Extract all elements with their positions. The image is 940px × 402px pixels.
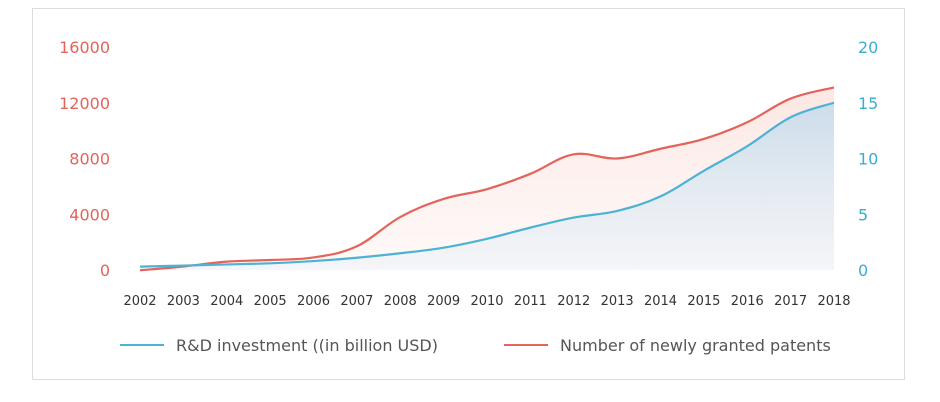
- legend-item-rd-investment: R&D investment ((in billion USD): [120, 334, 438, 356]
- x-tick-label: 2017: [774, 294, 807, 309]
- x-tick-label: 2006: [297, 294, 330, 309]
- x-tick-label: 2010: [470, 294, 503, 309]
- y-left-tick-label: 12000: [59, 94, 110, 113]
- line-rd-investment: [139, 101, 835, 268]
- x-tick-label: 2016: [731, 294, 764, 309]
- y-right-tick-label: 15: [858, 94, 878, 113]
- x-tick-label: 2008: [384, 294, 417, 309]
- legend-swatch-rd-investment: [120, 344, 164, 346]
- x-tick-label: 2011: [514, 294, 547, 309]
- area-rd-investment: [140, 102, 834, 270]
- y-right-tick-label: 10: [858, 150, 878, 169]
- line-patents: [139, 86, 835, 272]
- x-tick-label: 2002: [123, 294, 156, 309]
- y-right-tick-label: 5: [858, 205, 868, 224]
- y-right-tick-label: 0: [858, 261, 868, 280]
- y-left-tick-label: 4000: [69, 205, 110, 224]
- x-tick-label: 2018: [817, 294, 850, 309]
- x-tick-label: 2009: [427, 294, 460, 309]
- x-tick-label: 2014: [644, 294, 677, 309]
- x-tick-label: 2004: [210, 294, 243, 309]
- x-tick-label: 2015: [687, 294, 720, 309]
- x-tick-label: 2007: [340, 294, 373, 309]
- y-right-tick-label: 20: [858, 38, 878, 57]
- x-tick-label: 2005: [254, 294, 287, 309]
- y-left-tick-label: 16000: [59, 38, 110, 57]
- y-left-tick-label: 8000: [69, 150, 110, 169]
- legend-label-rd-investment: R&D investment ((in billion USD): [176, 335, 438, 355]
- y-left-tick-label: 0: [100, 261, 110, 280]
- legend-item-patents: Number of newly granted patents: [504, 334, 831, 356]
- x-tick-label: 2003: [167, 294, 200, 309]
- legend-swatch-patents: [504, 344, 548, 346]
- legend-label-patents: Number of newly granted patents: [560, 335, 831, 355]
- x-tick-label: 2012: [557, 294, 590, 309]
- x-tick-label: 2013: [601, 294, 634, 309]
